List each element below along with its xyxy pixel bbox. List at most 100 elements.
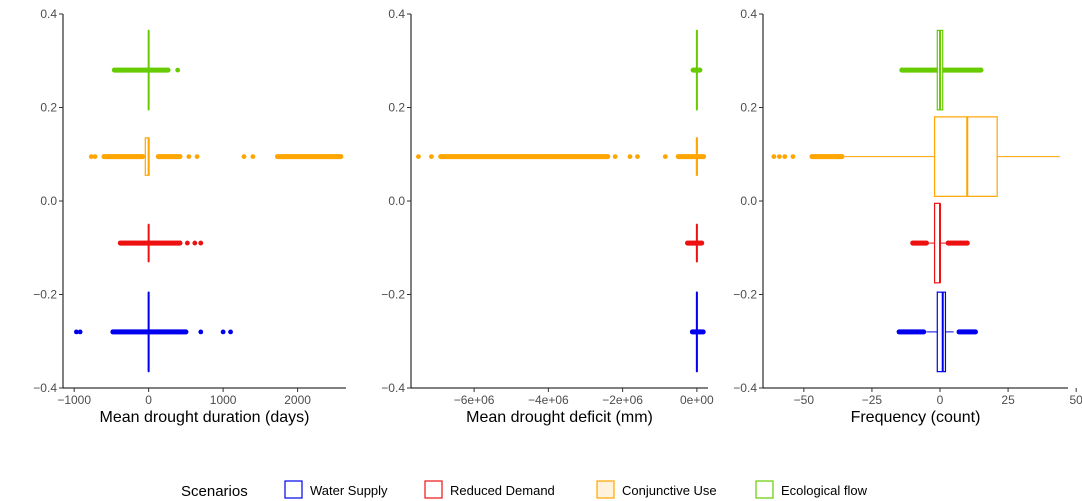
series-water-supply: [896, 291, 978, 373]
series-reduced-demand: [685, 223, 705, 263]
outlier-point: [220, 329, 226, 335]
outlier-point: [140, 154, 146, 159]
legend-label-reduced-demand: Reduced Demand: [450, 483, 555, 498]
legend-label-conjunctive-use: Conjunctive Use: [622, 483, 717, 498]
y-tick-label: 0.2: [740, 101, 757, 115]
legend-key-water-supply: [284, 480, 303, 499]
x-tick-label: 0: [937, 393, 944, 407]
legend-label-water-supply: Water Supply: [310, 483, 388, 498]
series-ecological-flow: [899, 29, 984, 111]
box: [933, 116, 998, 197]
x-tick-label: −50: [794, 393, 815, 407]
series-reduced-demand: [117, 223, 204, 263]
x-tick-label: −1000: [57, 393, 91, 407]
outlier-point: [978, 67, 984, 73]
outlier-point: [690, 67, 696, 73]
outlier-point: [416, 154, 421, 159]
y-tick-label: −0.4: [381, 381, 405, 395]
y-tick-label: 0.0: [40, 194, 57, 208]
y-tick-label: −0.2: [381, 288, 405, 302]
outlier-point: [228, 329, 233, 335]
series-water-supply: [74, 291, 233, 373]
y-tick-label: 0.2: [40, 101, 57, 115]
x-tick-label: 0: [145, 393, 152, 407]
outlier-point: [186, 154, 192, 159]
series-conjunctive-use: [88, 137, 344, 176]
outlier-point: [923, 240, 929, 246]
outlier-point: [74, 329, 79, 335]
x-axis-title: Mean drought duration (days): [100, 409, 310, 426]
y-tick-label: −0.4: [733, 381, 757, 395]
series-reduced-demand: [910, 202, 970, 284]
outlier-point: [700, 329, 706, 335]
y-tick-label: 0.2: [388, 101, 405, 115]
outlier-point: [776, 154, 782, 159]
outlier-point: [250, 154, 256, 159]
outlier-point: [612, 154, 618, 159]
outlier-point: [177, 154, 183, 159]
x-axis-title: Mean drought deficit (mm): [466, 409, 653, 426]
x-tick-label: −6e+06: [454, 393, 495, 407]
x-tick-label: 1000: [210, 393, 237, 407]
outlier-point: [627, 154, 633, 159]
y-tick-label: 0.0: [388, 194, 405, 208]
outlier-point: [790, 154, 796, 159]
outlier-point: [699, 240, 705, 246]
outlier-point: [198, 240, 204, 246]
outlier-point: [701, 154, 706, 159]
x-tick-label: −25: [862, 393, 883, 407]
x-tick-label: 0e+00: [680, 393, 714, 407]
outlier-point: [177, 240, 183, 246]
y-tick-label: −0.2: [33, 288, 57, 302]
y-tick-label: 0.4: [388, 7, 405, 21]
series-water-supply: [689, 291, 706, 373]
x-tick-label: −2e+06: [602, 393, 643, 407]
x-tick-label: 2000: [284, 393, 311, 407]
outlier-point: [92, 154, 98, 159]
outlier-point: [605, 154, 611, 159]
outlier-point: [192, 240, 198, 246]
outlier-point: [697, 67, 703, 73]
outlier-point: [184, 240, 190, 246]
outlier-point: [88, 154, 94, 159]
y-tick-label: −0.2: [733, 288, 757, 302]
panel-1: 0.4 0.2 0.0 −0.2 −0.4−1000 0 1000 2000 Mean drou…: [33, 7, 346, 426]
y-tick-label: −0.4: [33, 381, 57, 395]
legend-key-ecological-flow: [755, 480, 774, 499]
series-ecological-flow: [690, 29, 703, 111]
outlier-point: [429, 154, 434, 159]
outlier-point: [194, 154, 200, 159]
outlier-point: [782, 154, 788, 159]
y-tick-label: 0.4: [740, 7, 757, 21]
panel-2: 0.4 0.2 0.0 −0.2 −0.4 −6e+06 −4e+06 −2e+06 0e+00…: [381, 7, 714, 426]
outlier-point: [973, 329, 978, 335]
outlier-point: [921, 329, 927, 335]
outlier-point: [165, 67, 171, 73]
panel-3: 0.4 0.2 0.0 −0.2 −0.4 −50 −25 0 25 50 Frequency (c…: [733, 7, 1082, 426]
box: [936, 291, 947, 373]
legend-label-ecological-flow: Ecological flow: [781, 483, 868, 498]
x-tick-label: 50: [1069, 393, 1082, 407]
series-ecological-flow: [111, 29, 181, 111]
outlier-point: [198, 329, 204, 335]
outlier-point: [635, 154, 640, 159]
outlier-point: [899, 67, 905, 73]
series-conjunctive-use: [771, 116, 1060, 197]
outlier-point: [241, 154, 247, 159]
x-axis-title: Frequency (count): [851, 409, 981, 426]
y-tick-label: 0.0: [740, 194, 757, 208]
outlier-point: [77, 329, 83, 335]
outlier-point: [964, 240, 970, 246]
outlier-point: [183, 329, 189, 335]
y-tick-label: 0.4: [40, 7, 57, 21]
outlier-point: [771, 154, 777, 159]
outlier-point: [839, 154, 845, 159]
x-tick-label: −4e+06: [528, 393, 569, 407]
outlier-point: [175, 67, 181, 73]
series-conjunctive-use: [416, 137, 707, 176]
legend-key-reduced-demand: [424, 480, 443, 499]
legend: Scenarios Water Supply Reduced Demand Co…: [181, 480, 868, 500]
outlier-point: [338, 154, 344, 159]
